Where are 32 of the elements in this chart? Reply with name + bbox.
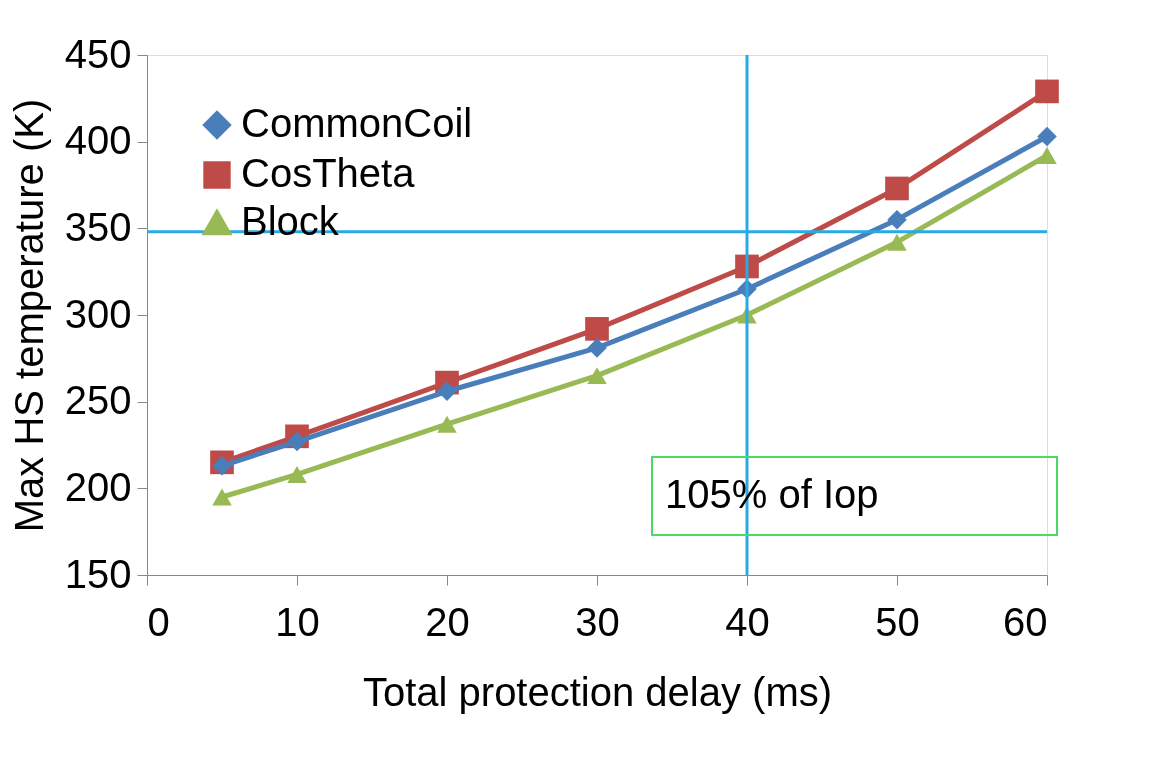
point: [437, 415, 457, 433]
y-tick-label: 250: [64, 378, 132, 423]
point: [287, 431, 307, 452]
x-axis-title: Total protection delay (ms): [362, 669, 833, 714]
y-tick-label: 300: [64, 291, 132, 336]
x-tick-label: 10: [275, 599, 320, 644]
point: [1037, 147, 1057, 164]
legend-label: CommonCoil: [241, 101, 473, 145]
y-tick-label: 400: [64, 118, 132, 163]
point: [587, 338, 607, 358]
x-tick-label: 30: [575, 599, 620, 644]
x-tick-label: 20: [425, 599, 470, 644]
y-tick-label: 350: [64, 204, 132, 249]
x-tick-label: 40: [725, 599, 770, 644]
y-tick-label: 450: [64, 31, 132, 76]
point: [437, 381, 457, 402]
point: [887, 233, 907, 251]
x-tick-label: 60: [1003, 599, 1048, 644]
legend-label: CosTheta: [241, 151, 416, 195]
y-axis-title: Max HS temperature (K): [6, 98, 51, 533]
x-tick-label: 50: [875, 599, 920, 644]
point: [287, 466, 307, 483]
point: [885, 176, 909, 201]
x-tick-label: 0: [147, 599, 170, 644]
point: [585, 317, 609, 341]
point: [1037, 126, 1057, 147]
y-tick-label: 200: [64, 464, 132, 509]
point: [1035, 79, 1059, 104]
point: [212, 488, 232, 506]
y-tick-label: 150: [64, 551, 132, 596]
point: [887, 209, 907, 230]
point: [587, 367, 607, 385]
